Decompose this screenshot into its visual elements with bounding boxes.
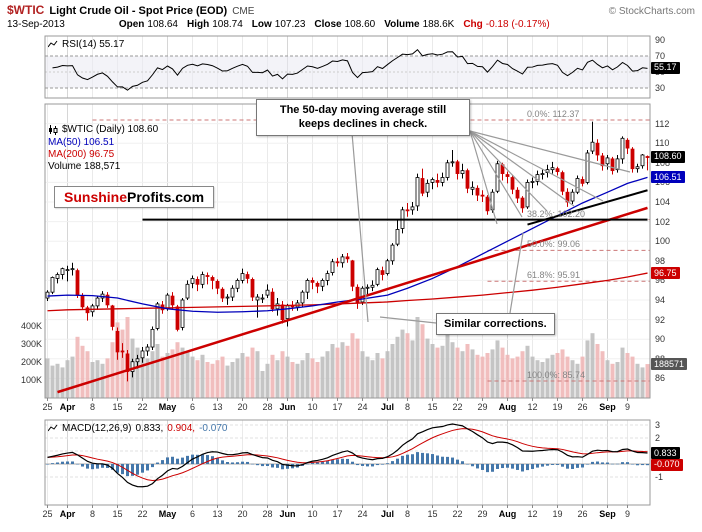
header-quote-row: 13-Sep-2013 Open 108.64 High 108.74 Low 107.2…	[7, 19, 695, 30]
annotation-callout-lines	[351, 130, 631, 324]
trendlines	[57, 189, 648, 394]
quote-field: Chg -0.18 (-0.17%)	[463, 19, 549, 30]
quote-field-value: 108.64	[147, 19, 178, 30]
annotation-ma50-note: The 50-day moving average still keeps de…	[256, 99, 470, 136]
quote-field: Close 108.60	[314, 19, 375, 30]
macd-histogram	[46, 452, 649, 477]
macd-histogram-value: -0.070	[199, 423, 228, 434]
quote-field-label: Chg	[463, 19, 483, 30]
macd-legend: MACD(12,26,9) 0.833, 0.904, -0.070	[48, 423, 227, 434]
ticker-symbol: $WTIC	[7, 3, 45, 17]
chart-header: $WTIC Light Crude Oil - Spot Price (EOD)…	[7, 3, 695, 30]
quote-field-value: -0.18 (-0.17%)	[485, 19, 550, 30]
main-legend-symbol: $WTIC (Daily) 108.60	[48, 124, 158, 135]
symbol-legend-label: $WTIC (Daily) 108.60	[62, 124, 159, 135]
quote-field-label: Close	[314, 19, 342, 30]
annotation-ma50-line1: The 50-day moving average still	[279, 104, 447, 116]
quote-field: Volume 188.6K	[384, 19, 454, 30]
quote-field-label: Open	[118, 19, 145, 30]
rsi-legend: RSI(14) 55.17	[48, 39, 124, 50]
copyright-notice: © StockCharts.com	[608, 6, 695, 17]
macd-legend-name: MACD(12,26,9)	[62, 423, 132, 434]
quote-field-label: Low	[251, 19, 272, 30]
fibonacci-retracement-lines	[92, 119, 650, 382]
quote-field-label: High	[186, 19, 210, 30]
long-term-rising-support	[57, 206, 648, 394]
volume-bars	[45, 317, 650, 398]
chart-title: Light Crude Oil - Spot Price (EOD)	[49, 5, 228, 17]
annotation-similar-corrections-text: Similar corrections.	[444, 318, 547, 330]
quote-field-label: Volume	[384, 19, 420, 30]
quote-field-value: 108.74	[212, 19, 243, 30]
line-chart-icon	[48, 424, 58, 432]
main-legend-ma50: MA(50) 106.51	[48, 137, 114, 148]
quote-fields: Open 108.64 High 108.74 Low 107.23 Close 108.60…	[119, 19, 550, 30]
macd-value: 0.833,	[135, 423, 164, 434]
line-chart-icon	[48, 40, 58, 48]
annotation-similar-corrections: Similar corrections.	[436, 313, 555, 336]
macd-lines	[47, 423, 648, 488]
chart-date: 13-Sep-2013	[7, 19, 65, 30]
main-legend-ma200: MA(200) 96.75	[48, 149, 114, 160]
ma50-legend-label: MA(50) 106.51	[48, 137, 115, 148]
quote-field-value: 108.60	[344, 19, 376, 30]
main-legend-volume: Volume 188,571	[48, 161, 120, 172]
ma200-legend-label: MA(200) 96.75	[48, 149, 115, 160]
quote-field: Low 107.23	[252, 19, 306, 30]
candlesticks	[45, 121, 650, 382]
quote-field: High 108.74	[187, 19, 243, 30]
watermark-sunshine: Sunshine	[64, 189, 128, 205]
rsi-line	[52, 48, 648, 91]
header-title-row: $WTIC Light Crude Oil - Spot Price (EOD)…	[7, 3, 695, 17]
rsi-legend-label: RSI(14) 55.17	[62, 39, 125, 50]
ma200-line	[47, 272, 648, 312]
candlestick-icon	[49, 124, 58, 135]
sunshineprofits-watermark: SunshineProfits.com	[54, 186, 215, 208]
quote-field-value: 107.23	[274, 19, 306, 30]
exchange-label: CME	[232, 6, 255, 17]
annotation-ma50-line2: keeps declines in check.	[298, 118, 428, 131]
volume-legend-label: Volume 188,571	[48, 161, 121, 172]
quote-field-value: 188.6K	[422, 19, 455, 30]
short-term-rising-support	[527, 189, 648, 226]
quote-field: Open 108.64	[119, 19, 178, 30]
watermark-profits: Profits.com	[127, 189, 205, 205]
macd-signal-value: 0.904,	[167, 423, 196, 434]
